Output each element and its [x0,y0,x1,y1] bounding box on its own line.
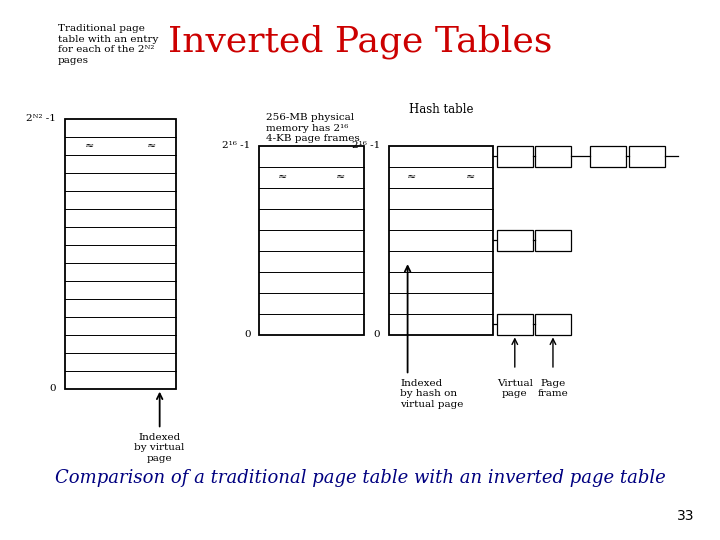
Bar [535,230,571,251]
Bar [497,314,533,335]
Text: Virtual
page: Virtual page [497,379,533,399]
Text: Hash table: Hash table [409,103,473,116]
Bar [535,314,571,335]
Text: ≈: ≈ [336,172,346,183]
Text: 33: 33 [678,509,695,523]
Bar [497,146,533,166]
Text: ≈: ≈ [407,172,416,183]
Text: ≈: ≈ [147,141,156,151]
Text: 2¹⁶ -1: 2¹⁶ -1 [222,141,251,150]
Text: 256-MB physical
memory has 2¹⁶
4-KB page frames: 256-MB physical memory has 2¹⁶ 4-KB page… [266,113,360,143]
Text: 2ᴺ² -1: 2ᴺ² -1 [27,114,56,123]
Bar [259,146,364,335]
Text: 0: 0 [374,330,380,339]
Text: Indexed
by virtual
page: Indexed by virtual page [135,433,185,463]
Text: Comparison of a traditional page table with an inverted page table: Comparison of a traditional page table w… [55,469,665,487]
Text: ≈: ≈ [85,141,94,151]
Text: 0: 0 [244,330,251,339]
Text: ≈: ≈ [466,172,475,183]
Text: Page
frame: Page frame [538,379,568,399]
Text: Inverted Page Tables: Inverted Page Tables [168,24,552,59]
Text: Indexed
by hash on
virtual page: Indexed by hash on virtual page [400,379,464,409]
Text: ≈: ≈ [277,172,287,183]
Bar [65,119,176,389]
Bar [590,146,626,166]
Bar [535,146,571,166]
Bar [497,230,533,251]
Bar [629,146,665,166]
Text: Traditional page
table with an entry
for each of the 2ᴺ²
pages: Traditional page table with an entry for… [58,24,158,64]
Text: 0: 0 [50,384,56,393]
Bar [389,146,493,335]
Text: 2¹⁶ -1: 2¹⁶ -1 [352,141,380,150]
